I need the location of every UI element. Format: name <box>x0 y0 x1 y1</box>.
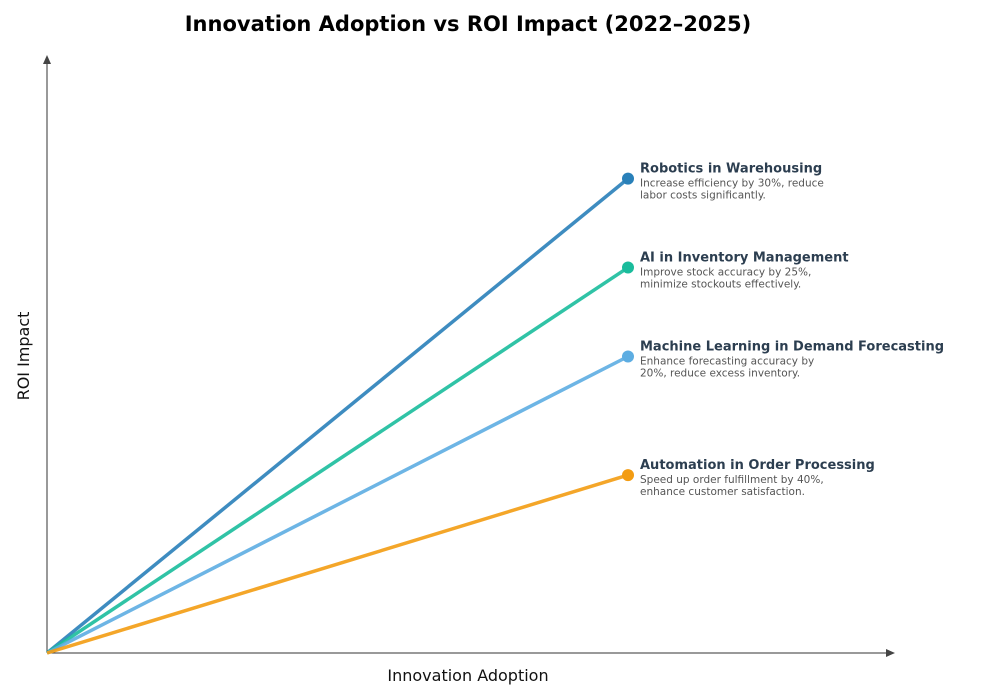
x-axis-arrow-icon <box>886 649 895 657</box>
x-axis-label: Innovation Adoption <box>387 666 548 685</box>
annotation-desc-3-0: Speed up order fulfillment by 40%, <box>640 474 824 486</box>
annotation-desc-1-0: Improve stock accuracy by 25%, <box>640 267 811 279</box>
annotation-desc-2-0: Enhance forecasting accuracy by <box>640 356 814 368</box>
annotation-title-3: Automation in Order Processing <box>640 458 875 473</box>
series-line-0 <box>45 177 630 655</box>
series-endpoint-1 <box>622 261 634 274</box>
annotation-title-2: Machine Learning in Demand Forecasting <box>640 340 944 355</box>
series-endpoint-0 <box>622 172 634 185</box>
annotation-title-1: AI in Inventory Management <box>640 251 849 266</box>
y-axis-label: ROI Impact <box>14 312 33 401</box>
series-line-1 <box>46 266 629 655</box>
y-axis-arrow-icon <box>43 55 51 64</box>
annotation-desc-0-0: Increase efficiency by 30%, reduce <box>640 178 824 190</box>
annotation-desc-3-1: enhance customer satisfaction. <box>640 486 805 498</box>
annotation-desc-1-1: minimize stockouts effectively. <box>640 279 801 291</box>
series-endpoint-2 <box>622 350 634 363</box>
series-endpoint-3 <box>622 469 634 482</box>
annotation-title-0: Robotics in Warehousing <box>640 162 822 177</box>
series-line-3 <box>46 473 629 655</box>
series-line-2 <box>46 354 629 655</box>
chart-title: Innovation Adoption vs ROI Impact (2022–… <box>185 12 752 36</box>
annotation-desc-0-1: labor costs significantly. <box>640 190 766 202</box>
annotation-desc-2-1: 20%, reduce excess inventory. <box>640 368 800 380</box>
